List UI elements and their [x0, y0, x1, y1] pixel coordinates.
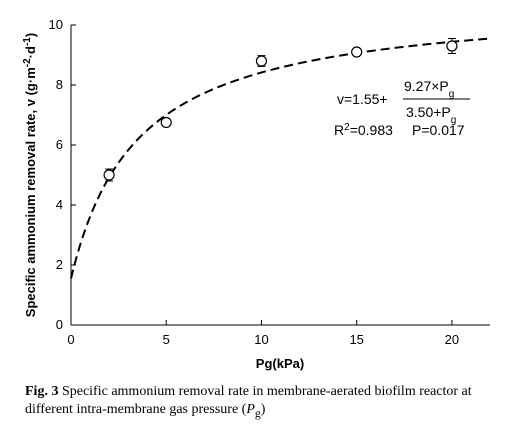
caption-label: Fig. 3 — [25, 384, 59, 399]
x-tick-label: 5 — [163, 332, 170, 347]
x-tick-label: 10 — [254, 332, 268, 347]
fit-equation: v=1.55+ 9.27×Pg 3.50+Pg R2=0.983 P=0.017 — [334, 78, 470, 138]
fit-curve — [70, 37, 491, 279]
y-tick-label: 10 — [49, 17, 63, 32]
y-tick-label: 2 — [56, 257, 63, 272]
y-tick-label: 4 — [56, 197, 63, 212]
caption-pvar: P — [246, 402, 255, 417]
y-axis-title: Specific ammonium removal rate, v (g·m-2… — [22, 33, 39, 317]
data-point — [351, 46, 363, 58]
caption-end: ) — [260, 402, 266, 417]
y-tick-label: 0 — [56, 317, 63, 332]
p-value-label: P=0.017 — [412, 122, 465, 138]
x-tick-label: 15 — [349, 332, 363, 347]
data-point — [103, 169, 115, 181]
equation-numerator: 9.27×Pg — [404, 78, 454, 100]
data-point — [255, 55, 268, 67]
chart: 0 2 4 6 8 10 0 5 10 15 20 Specific ammonium remov… — [22, 17, 491, 371]
equation-lhs: v=1.55+ — [337, 91, 388, 107]
caption-text: Specific ammonium removal rate in membra… — [25, 384, 472, 417]
y-tick-label: 8 — [56, 77, 63, 92]
figure-caption: Fig. 3 Specific ammonium removal rate in… — [25, 383, 495, 423]
x-tick-label: 20 — [445, 332, 459, 347]
r-squared-label: R2=0.983 — [334, 122, 393, 139]
x-tick-label: 0 — [67, 332, 74, 347]
y-tick-label: 6 — [56, 137, 63, 152]
data-point — [446, 40, 458, 52]
data-point — [160, 116, 172, 129]
x-axis-title: Pg(kPa) — [256, 356, 304, 371]
caption-psub: g — [254, 406, 261, 420]
equation-denominator: 3.50+Pg — [406, 104, 456, 126]
